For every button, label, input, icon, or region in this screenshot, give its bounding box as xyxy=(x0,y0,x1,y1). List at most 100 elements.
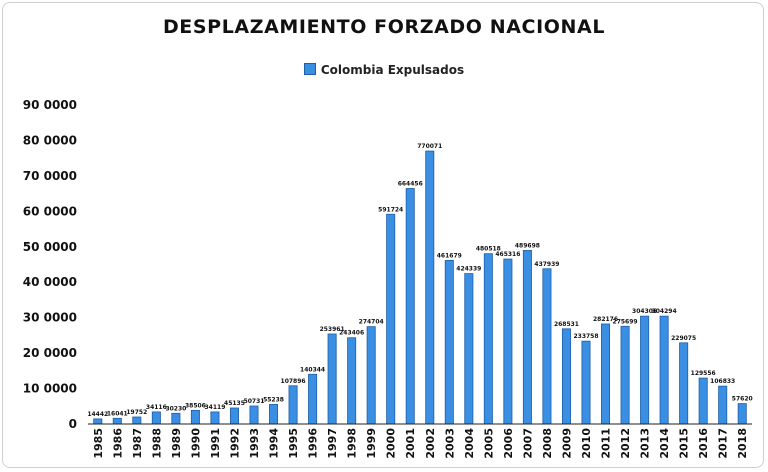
data-label: 129556 xyxy=(691,370,716,377)
y-tick-label: 0 xyxy=(69,417,77,431)
bar xyxy=(561,328,571,425)
y-tick-label: 40 0000 xyxy=(23,275,77,289)
data-label: 465316 xyxy=(495,251,520,258)
x-tick-label: 1992 xyxy=(228,428,241,459)
y-tick-label: 50 0000 xyxy=(23,240,77,254)
bar xyxy=(601,323,611,425)
bar xyxy=(93,418,103,425)
x-tick-label: 2001 xyxy=(404,428,417,459)
data-label: 38506 xyxy=(185,402,206,409)
bar xyxy=(503,258,513,425)
x-tick-label: 2006 xyxy=(502,428,515,459)
y-tick-label: 90 0000 xyxy=(23,98,77,112)
data-label: 19752 xyxy=(126,409,147,416)
bar xyxy=(698,377,708,425)
bar xyxy=(425,150,435,425)
bar xyxy=(210,411,220,425)
x-tick-label: 2015 xyxy=(678,428,691,459)
x-tick-label: 2014 xyxy=(658,428,671,459)
data-label: 106833 xyxy=(710,378,735,385)
legend-swatch xyxy=(303,63,316,75)
data-label: 16041 xyxy=(107,410,128,417)
x-tick-label: 1985 xyxy=(92,428,105,459)
legend-label: Colombia Expulsados xyxy=(320,63,465,77)
x-tick-label: 2012 xyxy=(619,428,632,459)
data-label: 268531 xyxy=(554,321,579,328)
chart-frame xyxy=(2,2,764,468)
data-label: 461679 xyxy=(437,252,462,259)
bar xyxy=(308,373,318,425)
x-tick-label: 2016 xyxy=(697,428,710,459)
data-label: 107896 xyxy=(281,378,306,385)
bar xyxy=(366,326,376,425)
data-label: 34116 xyxy=(146,404,167,411)
data-label: 140344 xyxy=(300,366,325,373)
data-label: 34119 xyxy=(205,404,226,411)
x-tick-label: 1990 xyxy=(189,428,202,459)
data-label: 304306 xyxy=(632,308,657,315)
x-tick-label: 1988 xyxy=(150,428,163,459)
x-tick-label: 2013 xyxy=(639,428,652,459)
data-label: 30230 xyxy=(165,405,186,412)
y-tick-label: 80 0000 xyxy=(23,133,77,147)
x-tick-label: 2010 xyxy=(580,428,593,459)
bar xyxy=(444,259,454,425)
data-label: 243406 xyxy=(339,330,364,337)
data-label: 489698 xyxy=(515,242,540,249)
chart-title: DESPLAZAMIENTO FORZADO NACIONAL xyxy=(162,16,606,38)
bar xyxy=(640,315,650,425)
bar xyxy=(132,416,142,425)
bar xyxy=(327,333,337,425)
x-tick-label: 1993 xyxy=(248,428,261,459)
bar xyxy=(269,404,279,425)
x-tick-label: 1989 xyxy=(170,428,183,459)
y-tick-label: 30 0000 xyxy=(23,311,77,325)
bar xyxy=(659,315,669,425)
x-tick-label: 2018 xyxy=(736,428,749,459)
data-label: 591724 xyxy=(378,206,403,213)
x-tick-label: 1994 xyxy=(268,428,281,459)
bar xyxy=(679,342,689,425)
bar xyxy=(542,268,552,425)
bar xyxy=(112,417,122,425)
y-tick-label: 70 0000 xyxy=(23,169,77,183)
data-label: 770071 xyxy=(417,143,442,150)
x-tick-label: 2000 xyxy=(385,428,398,459)
data-label: 14442 xyxy=(87,411,108,418)
x-tick-label: 2008 xyxy=(541,428,554,459)
y-tick-label: 20 0000 xyxy=(23,346,77,360)
bar xyxy=(620,325,630,425)
bar xyxy=(229,407,239,425)
data-label: 275699 xyxy=(613,318,638,325)
bar xyxy=(483,253,493,425)
data-label: 55238 xyxy=(263,396,284,403)
x-tick-label: 1986 xyxy=(111,428,124,459)
x-tick-label: 2011 xyxy=(600,428,613,459)
x-tick-label: 1995 xyxy=(287,428,300,459)
bar xyxy=(249,405,259,425)
x-tick-label: 2004 xyxy=(463,428,476,459)
data-label: 229075 xyxy=(671,335,696,342)
data-label: 282176 xyxy=(593,316,618,323)
x-tick-label: 1998 xyxy=(346,428,359,459)
bar xyxy=(171,412,181,425)
bar xyxy=(386,213,396,425)
data-label: 424339 xyxy=(456,266,481,273)
x-tick-label: 2007 xyxy=(521,428,534,459)
bar xyxy=(737,403,747,425)
bar xyxy=(190,409,200,425)
bar xyxy=(522,250,532,425)
bar xyxy=(288,385,298,425)
x-tick-label: 1997 xyxy=(326,428,339,459)
bar xyxy=(347,337,357,425)
x-tick-label: 2003 xyxy=(443,428,456,459)
x-tick-label: 1987 xyxy=(131,428,144,459)
data-label: 45135 xyxy=(224,400,245,407)
data-label: 57620 xyxy=(732,396,753,403)
data-label: 664456 xyxy=(398,180,423,187)
x-tick-label: 2005 xyxy=(482,428,495,459)
y-tick-label: 10 0000 xyxy=(23,382,77,396)
bar xyxy=(151,411,161,425)
data-label: 304294 xyxy=(652,308,677,315)
